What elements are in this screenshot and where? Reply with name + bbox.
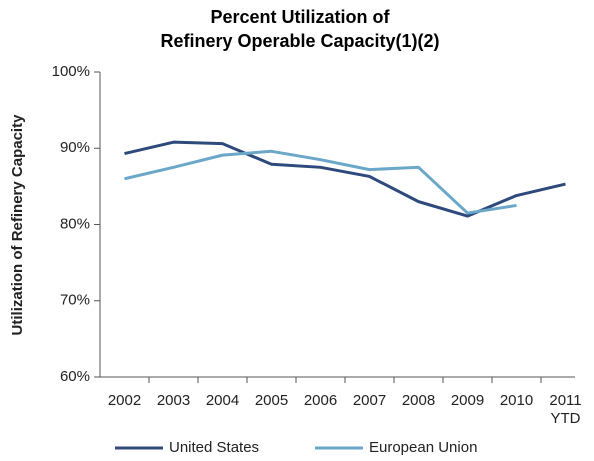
x-tick-label: 2004 bbox=[206, 392, 239, 409]
y-tick-label: 90% bbox=[60, 139, 90, 156]
x-tick-label: 2009 bbox=[451, 392, 484, 409]
x-tick-label: 2002 bbox=[108, 392, 141, 409]
y-tick-label: 70% bbox=[60, 292, 90, 309]
chart-title: Percent Utilization of bbox=[210, 7, 390, 27]
x-tick-label: 2005 bbox=[255, 392, 288, 409]
x-tick-label: 2010 bbox=[500, 392, 533, 409]
x-tick-label: 2006 bbox=[304, 392, 337, 409]
y-axis-label: Utilization of Refinery Capacity bbox=[9, 114, 26, 336]
series-line bbox=[124, 140, 566, 218]
y-tick-label: 100% bbox=[52, 63, 90, 80]
x-tick-label: 2011 YTD bbox=[549, 392, 581, 427]
y-tick-label: 80% bbox=[60, 215, 90, 232]
y-tick-label: 60% bbox=[60, 368, 90, 385]
x-tick-label: 2003 bbox=[157, 392, 190, 409]
x-tick-label: 2007 bbox=[353, 392, 386, 409]
chart-title: Refinery Operable Capacity(1)(2) bbox=[160, 31, 439, 51]
legend-label: United States bbox=[169, 439, 259, 456]
series-line bbox=[124, 149, 517, 215]
legend-label: European Union bbox=[369, 439, 477, 456]
x-tick-label: 2008 bbox=[402, 392, 435, 409]
